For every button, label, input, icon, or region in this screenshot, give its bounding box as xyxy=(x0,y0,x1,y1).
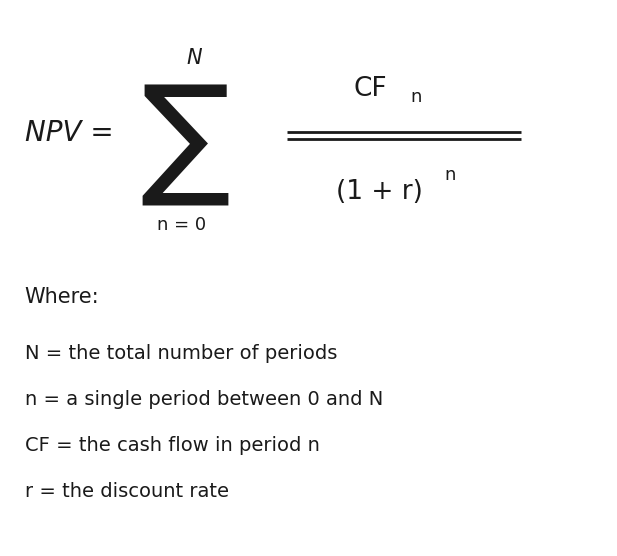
Text: N = the total number of periods: N = the total number of periods xyxy=(25,344,337,363)
Text: $\sum$: $\sum$ xyxy=(141,82,230,207)
Text: CF: CF xyxy=(354,76,387,102)
Text: n = a single period between 0 and N: n = a single period between 0 and N xyxy=(25,390,383,409)
Text: CF = the cash flow in period n: CF = the cash flow in period n xyxy=(25,436,320,455)
Text: N: N xyxy=(186,48,202,68)
Text: n = 0: n = 0 xyxy=(157,216,207,234)
Text: (1 + r): (1 + r) xyxy=(336,179,423,205)
Text: NPV =: NPV = xyxy=(25,120,114,147)
Text: n: n xyxy=(445,166,456,184)
Text: Where:: Where: xyxy=(25,287,99,307)
Text: r = the discount rate: r = the discount rate xyxy=(25,482,229,501)
Text: n: n xyxy=(411,88,422,106)
